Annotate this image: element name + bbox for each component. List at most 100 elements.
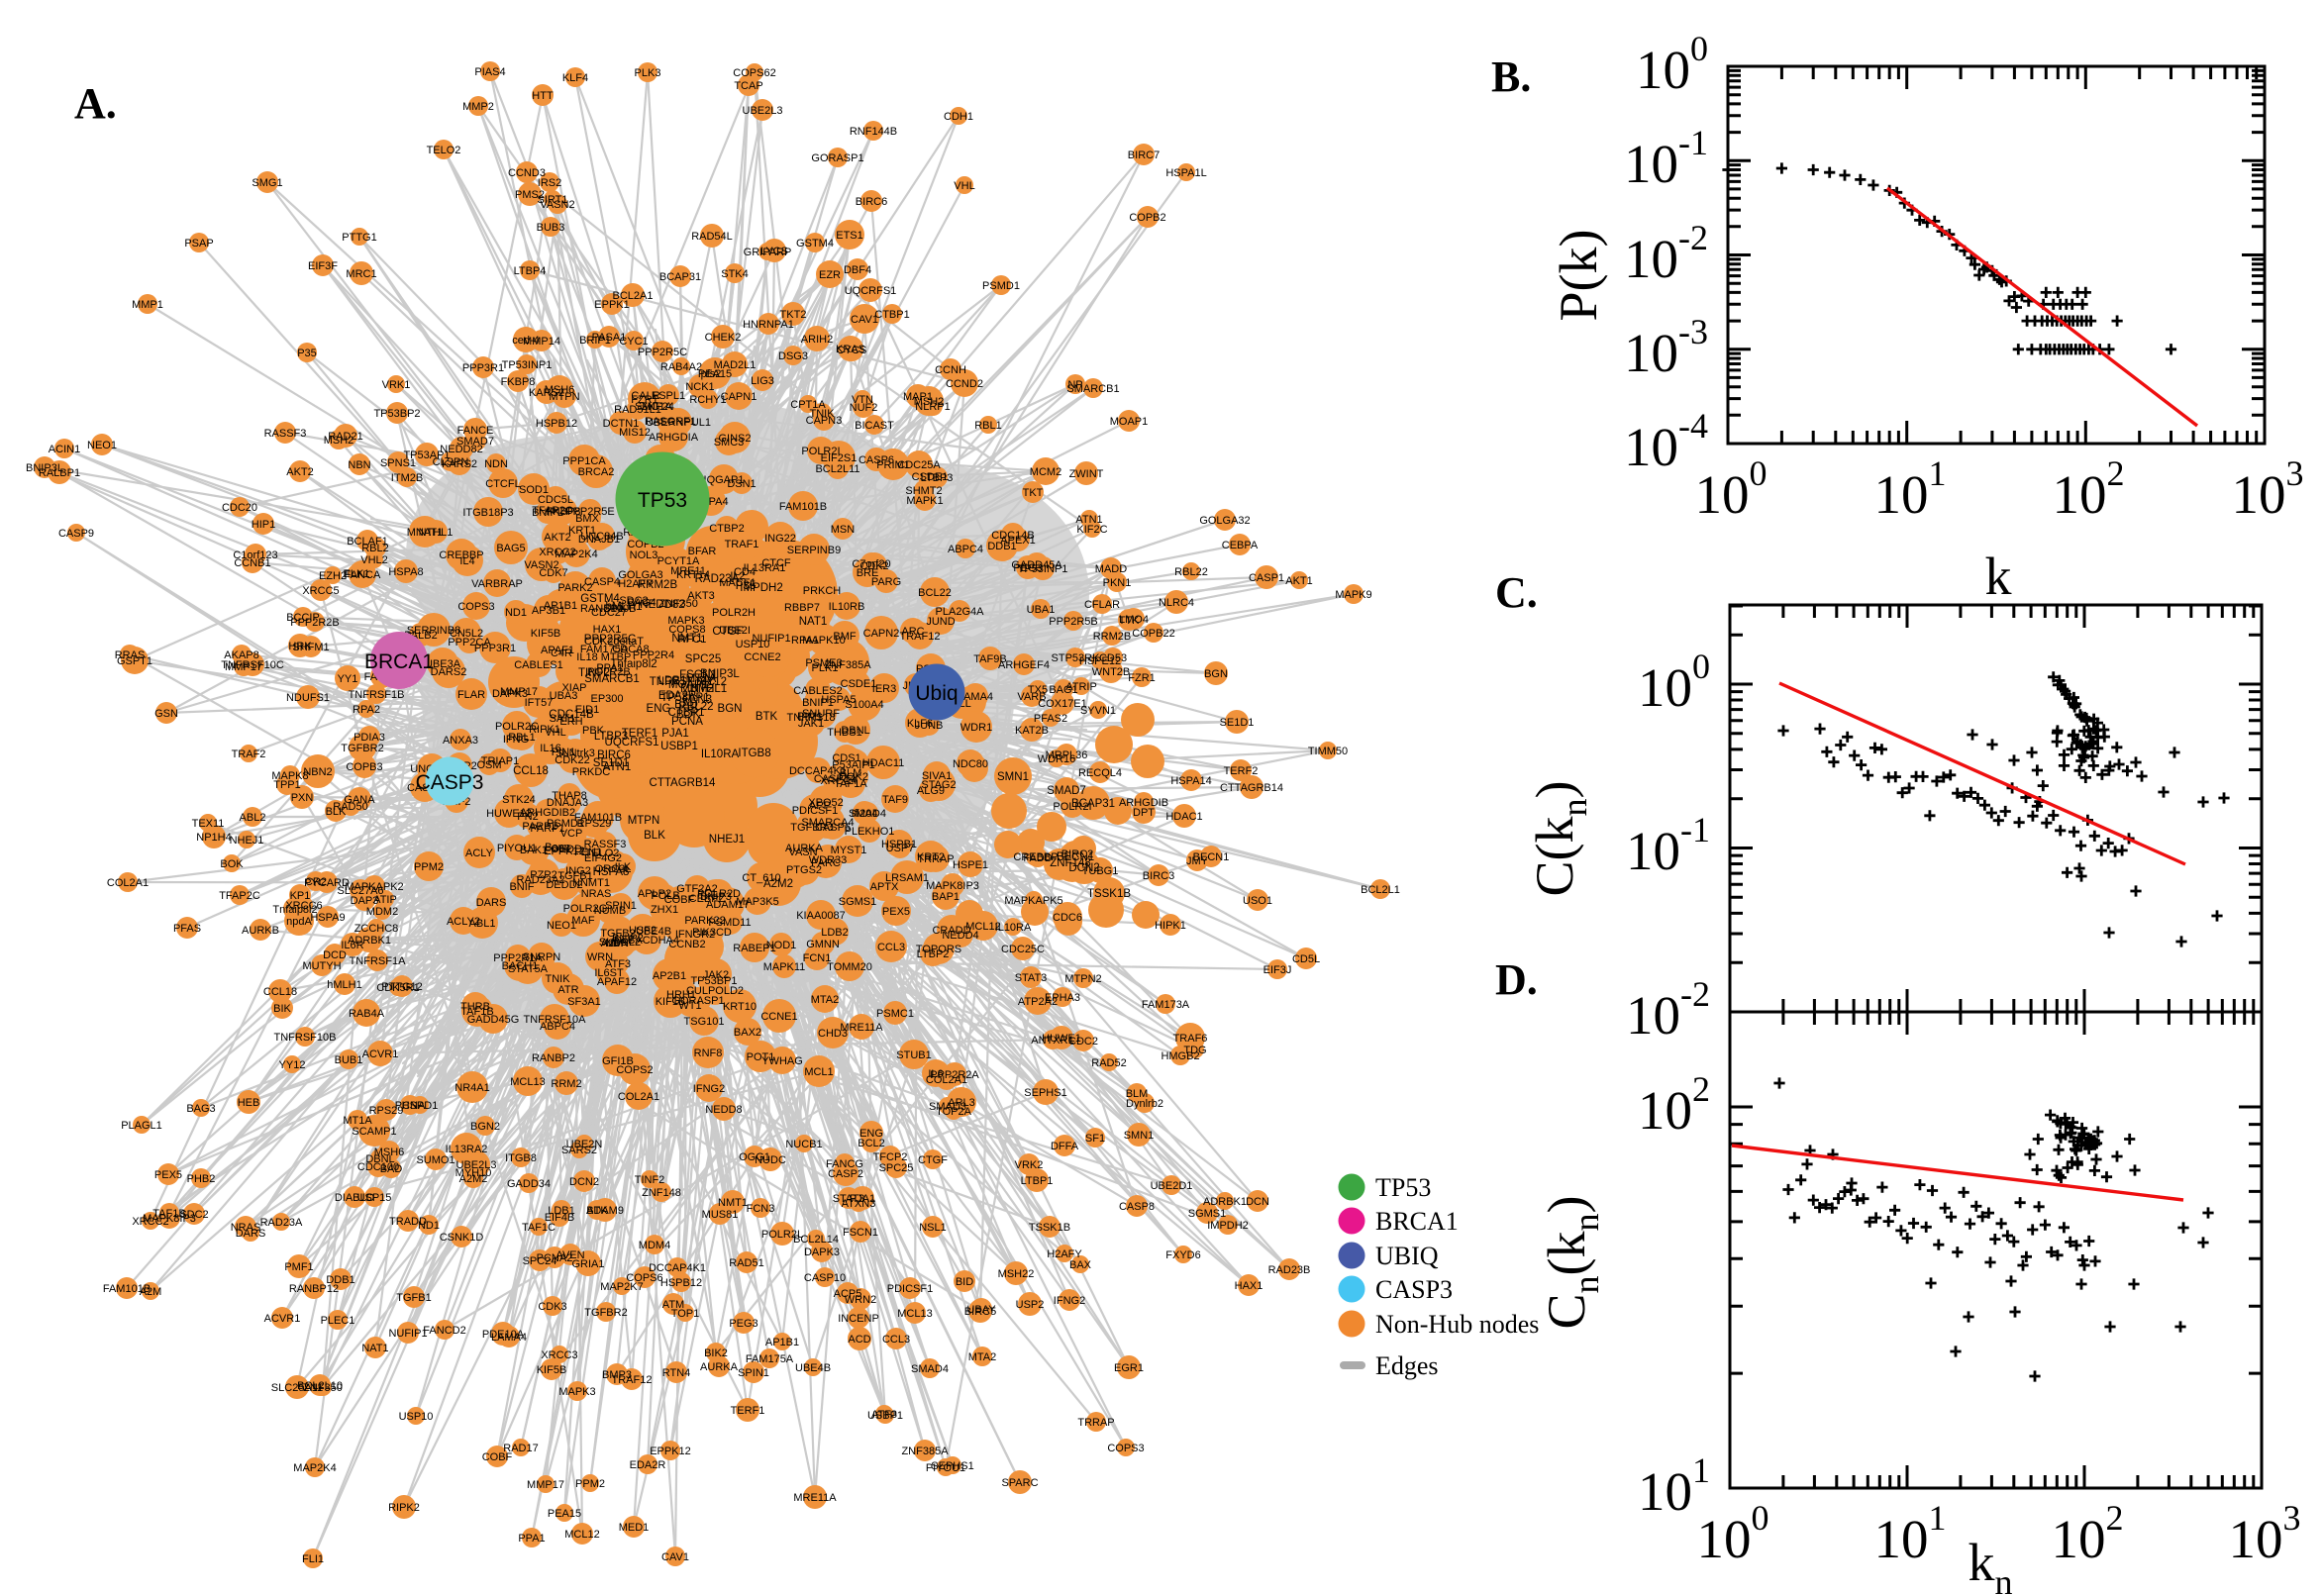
svg-text:CABLES1: CABLES1 [514,659,563,671]
svg-text:BAX2: BAX2 [734,1027,761,1039]
svg-text:POLR2D: POLR2D [697,888,741,900]
svg-text:RBL22: RBL22 [678,701,713,713]
svg-text:NTHL1: NTHL1 [691,683,727,695]
svg-text:COPS3: COPS3 [1107,1443,1144,1454]
svg-text:PLK3: PLK3 [635,67,661,79]
svg-text:AKT2: AKT2 [286,466,314,478]
svg-text:pfs2: pfs2 [701,368,722,380]
svg-text:IMPDH2: IMPDH2 [1207,1220,1249,1232]
svg-text:CDC14B: CDC14B [549,709,594,721]
svg-text:CASP9: CASP9 [58,528,94,540]
svg-text:UQCRFS1: UQCRFS1 [605,737,659,748]
svg-text:AKT1: AKT1 [1285,575,1313,587]
svg-text:VARB: VARB [1017,691,1046,703]
svg-text:EIF2S1: EIF2S1 [821,452,858,464]
svg-text:BLK: BLK [644,830,665,842]
svg-text:RNF8: RNF8 [694,1047,723,1059]
svg-text:COL2A1: COL2A1 [107,877,149,889]
svg-text:PYCARD: PYCARD [304,877,350,889]
svg-text:CDC6: CDC6 [1053,912,1082,924]
svg-text:ZNF385A: ZNF385A [824,659,871,671]
svg-text:THBS1: THBS1 [827,727,861,739]
svg-text:CDC25C: CDC25C [1001,944,1045,955]
svg-text:TAF9: TAF9 [882,794,908,806]
svg-text:ACP5: ACP5 [834,1288,862,1300]
svg-text:BRCA1: BRCA1 [1375,1207,1459,1236]
svg-text:B.: B. [1491,52,1531,101]
svg-text:C1orf123: C1orf123 [233,549,277,561]
svg-text:CTBP1: CTBP1 [874,309,909,321]
svg-text:PN2: PN2 [517,811,538,823]
svg-text:SMN1: SMN1 [997,771,1029,783]
svg-text:FAM175A: FAM175A [746,1353,794,1365]
svg-text:GFI1B: GFI1B [602,1055,634,1067]
svg-text:TCAP: TCAP [734,80,762,92]
svg-text:RAD23A: RAD23A [260,1217,303,1229]
svg-text:NUDC: NUDC [755,1154,786,1166]
svg-text:UBAY: UBAY [966,1304,996,1316]
svg-text:TUBG1: TUBG1 [1082,865,1119,877]
svg-text:OSM: OSM [476,759,501,771]
svg-text:UBE2D1: UBE2D1 [1151,1180,1193,1192]
svg-text:YY12: YY12 [279,1059,306,1071]
svg-text:TKT2: TKT2 [780,309,807,321]
svg-text:AP3B1: AP3B1 [532,605,565,617]
svg-text:ABL2: ABL2 [240,812,266,824]
svg-text:H2AFY: H2AFY [1047,1248,1082,1260]
svg-text:PSMD1: PSMD1 [982,280,1020,292]
svg-text:PIN1: PIN1 [552,747,575,758]
svg-text:MAPKAPK5: MAPKAPK5 [1004,895,1062,907]
svg-text:SMARCB1: SMARCB1 [584,673,640,685]
svg-text:ATF3: ATF3 [871,1409,897,1421]
svg-text:UBA3: UBA3 [550,690,578,702]
svg-text:CDK5R1: CDK5R1 [376,982,419,994]
svg-text:ACVR1: ACVR1 [362,1048,399,1060]
svg-text:BGN: BGN [718,703,743,715]
svg-text:ATRIP: ATRIP [1065,681,1097,693]
svg-text:BFAR: BFAR [688,546,717,557]
svg-text:HSPA1L: HSPA1L [1165,167,1206,179]
svg-text:PBK: PBK [582,725,605,737]
svg-text:PPP2R5C: PPP2R5C [584,634,636,646]
svg-text:BTK: BTK [756,711,778,723]
svg-text:BAG5: BAG5 [496,543,525,554]
svg-text:PPA1: PPA1 [518,1533,545,1545]
svg-text:THRB: THRB [460,1001,490,1013]
svg-text:COBF: COBF [482,1451,513,1463]
svg-text:ING22: ING22 [764,533,796,545]
svg-text:HIPK1: HIPK1 [1155,920,1186,932]
svg-text:BMX: BMX [575,513,600,525]
svg-text:SF3A1: SF3A1 [567,996,601,1008]
svg-text:TINF2: TINF2 [578,667,610,679]
svg-text:CCNE1: CCNE1 [760,1011,797,1023]
svg-text:IER3: IER3 [872,683,896,695]
svg-text:PEG3: PEG3 [729,1318,758,1330]
svg-text:MAPK9: MAPK9 [1335,589,1371,601]
svg-text:BCL2L1: BCL2L1 [1361,884,1400,896]
svg-text:ZNF148: ZNF148 [642,1187,681,1199]
svg-text:RASGRF1: RASGRF1 [645,416,696,428]
svg-text:NRAS: NRAS [231,1222,261,1234]
svg-text:ITGB18P3: ITGB18P3 [462,507,513,519]
svg-text:CT_610: CT_610 [742,872,780,884]
svg-text:COL2A1: COL2A1 [618,1091,659,1103]
svg-text:USP10: USP10 [399,1411,434,1423]
svg-text:CDC27: CDC27 [591,607,627,619]
svg-text:IFNG2: IFNG2 [693,1083,725,1095]
svg-text:EIF3F: EIF3F [308,260,338,272]
svg-text:BCCIP: BCCIP [286,612,320,624]
svg-text:SCAMP1: SCAMP1 [352,1126,396,1138]
svg-text:XRCC5: XRCC5 [302,585,339,597]
svg-text:UBE4B: UBE4B [795,1362,831,1374]
svg-text:KIF5B: KIF5B [537,1364,567,1376]
svg-text:RECQL4: RECQL4 [1078,767,1122,779]
svg-text:BCLAF1: BCLAF1 [347,536,388,548]
svg-text:LDB2: LDB2 [821,927,849,939]
svg-text:TERF1: TERF1 [731,1405,765,1417]
svg-text:PLAGL1: PLAGL1 [121,1120,162,1132]
svg-text:TNIK: TNIK [809,408,835,420]
svg-text:ANTXR1: ANTXR1 [1031,1035,1073,1047]
svg-text:CASP1: CASP1 [1249,572,1284,584]
svg-text:SMAD7: SMAD7 [456,436,494,448]
svg-text:FEN1: FEN1 [574,847,602,858]
